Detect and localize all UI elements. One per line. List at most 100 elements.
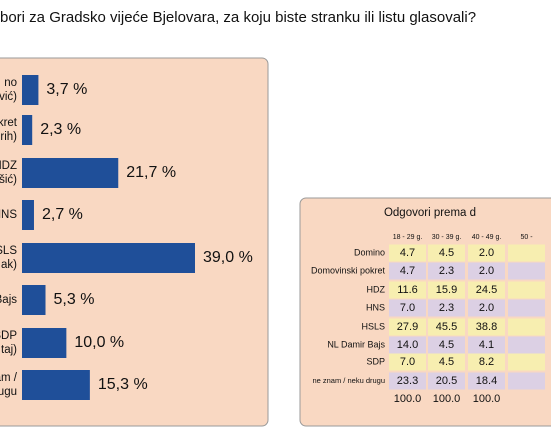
category-label: HDZ (0, 160, 17, 172)
cell-bg (389, 281, 426, 299)
cell: 2.3 (439, 265, 454, 277)
cell: 15.9 (436, 284, 457, 296)
cell-bg (428, 372, 465, 390)
bar (22, 115, 33, 145)
category-label: vić) (0, 91, 17, 103)
category-label: znam / (0, 372, 18, 384)
category-label: ak) (1, 259, 17, 271)
column-header: 50 - (520, 234, 533, 241)
cell: 2.0 (479, 302, 494, 314)
row-label: HSLS (361, 321, 385, 331)
column-header: 18 - 29 g. (393, 234, 423, 241)
cell: 20.5 (436, 375, 457, 387)
cell-bg (468, 318, 505, 336)
cell-bg (468, 299, 505, 317)
cell: 4.7 (400, 265, 415, 277)
bar (22, 285, 46, 315)
value-label: 2,7 % (42, 206, 83, 223)
column-header: 30 - 39 g. (432, 234, 462, 241)
cell-bg (468, 336, 505, 354)
column-header: 40 - 49 g. (472, 234, 502, 241)
value-label: 15,3 % (98, 376, 148, 393)
cell: 45.5 (436, 321, 457, 333)
category-label: taj) (1, 344, 17, 356)
cell: 2.0 (479, 265, 494, 277)
cell: 4.5 (439, 356, 454, 368)
cell-bg (508, 262, 545, 280)
cell: 27.9 (397, 321, 418, 333)
value-label: 3,7 % (46, 81, 87, 98)
cell: 8.2 (479, 356, 494, 368)
cell: 7.0 (400, 302, 415, 314)
cell-bg (428, 244, 465, 262)
cell: 11.6 (397, 284, 418, 296)
cell-bg (428, 299, 465, 317)
cell-bg (389, 299, 426, 317)
row-label: ne znam / neku drugu (312, 376, 385, 385)
cell: 14.0 (397, 339, 418, 351)
cell-bg (508, 336, 545, 354)
value-label: 5,3 % (54, 291, 95, 308)
cell: 24.5 (476, 284, 497, 296)
cell-bg (428, 262, 465, 280)
total-cell: 100.0 (433, 393, 461, 405)
cell-bg (428, 336, 465, 354)
cell-bg (508, 353, 545, 371)
cell-bg (389, 318, 426, 336)
cell-bg (468, 262, 505, 280)
cell: 4.7 (400, 247, 415, 259)
total-cell: 100.0 (394, 393, 422, 405)
cell-bg (389, 244, 426, 262)
cell: 4.5 (439, 339, 454, 351)
row-label: Domino (354, 247, 385, 257)
row-label: Domovinski pokret (311, 265, 386, 275)
row-label: SDP (366, 356, 385, 366)
cell-bg (508, 281, 545, 299)
cell: 7.0 (400, 356, 415, 368)
category-label: kret (0, 117, 18, 129)
bar (22, 328, 67, 358)
value-label: 39,0 % (203, 249, 253, 266)
cell: 38.8 (476, 321, 497, 333)
bar (22, 370, 90, 400)
cell-bg (389, 336, 426, 354)
cell: 23.3 (397, 375, 418, 387)
value-label: 21,7 % (126, 164, 176, 181)
cell-bg (389, 372, 426, 390)
category-label: HNS (0, 209, 17, 221)
cell: 4.5 (439, 247, 454, 259)
row-label: HDZ (367, 284, 386, 294)
cell-bg (428, 318, 465, 336)
cell-bg (389, 262, 426, 280)
cell-bg (508, 318, 545, 336)
category-label: SDP (0, 330, 17, 342)
category-label: Bajs (0, 294, 17, 306)
table-title: Odgovori prema d (384, 207, 476, 219)
bar (22, 200, 34, 230)
bar (22, 75, 39, 105)
category-label: šić) (0, 174, 17, 186)
category-label: HSLS (0, 245, 17, 257)
cell: 18.4 (476, 375, 497, 387)
cell-bg (508, 244, 545, 262)
category-label: rugu (0, 386, 17, 398)
cell-bg (428, 353, 465, 371)
cell-bg (508, 299, 545, 317)
bar (22, 243, 195, 273)
total-cell: 100.0 (473, 393, 501, 405)
cell-bg (468, 372, 505, 390)
cell-bg (389, 353, 426, 371)
row-label: NL Damir Bajs (327, 339, 385, 349)
cell-bg (468, 281, 505, 299)
chart-title: bori za Gradsko vijeće Bjelovara, za koj… (0, 9, 476, 26)
value-label: 2,3 % (40, 121, 81, 138)
cell-bg (508, 372, 545, 390)
cell-bg (468, 353, 505, 371)
cell-bg (428, 281, 465, 299)
row-label: HNS (366, 302, 385, 312)
bar (22, 158, 119, 188)
category-label: no (4, 77, 17, 89)
cell: 2.0 (479, 247, 494, 259)
